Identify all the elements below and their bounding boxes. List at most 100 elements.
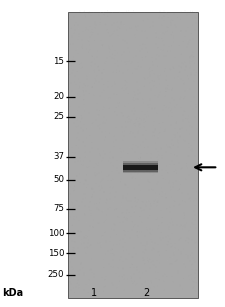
Point xyxy=(72,215,76,220)
Point xyxy=(129,148,132,153)
Point xyxy=(95,103,99,108)
Point xyxy=(106,85,110,90)
Point xyxy=(116,101,120,106)
Point xyxy=(137,156,140,161)
Point xyxy=(195,126,199,131)
Point xyxy=(88,150,91,155)
Point xyxy=(193,280,197,285)
Point xyxy=(152,247,155,252)
Point xyxy=(84,233,88,238)
Point xyxy=(145,161,149,166)
Point xyxy=(172,40,175,45)
Point xyxy=(174,178,178,183)
Point xyxy=(191,258,195,263)
Point xyxy=(83,83,87,88)
Point xyxy=(106,30,110,35)
Point xyxy=(96,115,100,120)
Point xyxy=(134,282,137,287)
Point xyxy=(168,87,171,92)
Point xyxy=(99,28,103,33)
Point xyxy=(112,174,115,179)
Point xyxy=(179,48,182,52)
Point xyxy=(184,28,188,33)
Point xyxy=(72,286,75,290)
Point xyxy=(127,252,130,257)
Point xyxy=(98,94,102,99)
Point xyxy=(74,217,78,222)
Point xyxy=(79,66,83,71)
Point xyxy=(96,69,99,74)
Point xyxy=(166,40,170,45)
Point xyxy=(191,221,195,226)
Point xyxy=(92,102,96,107)
Point xyxy=(130,116,134,121)
Point xyxy=(103,220,106,225)
Point xyxy=(129,14,133,19)
Point xyxy=(90,194,93,199)
Point xyxy=(90,140,94,145)
Point xyxy=(109,174,112,179)
Point xyxy=(104,218,108,223)
Point xyxy=(193,203,197,208)
Point xyxy=(178,195,181,200)
Point xyxy=(102,118,105,123)
Point xyxy=(195,117,198,122)
Point xyxy=(164,248,168,253)
Point xyxy=(117,215,121,220)
Point xyxy=(124,111,128,116)
Point xyxy=(178,42,182,47)
Point xyxy=(99,248,102,253)
Point xyxy=(161,38,164,43)
Point xyxy=(89,96,92,101)
Point xyxy=(68,27,71,32)
Point xyxy=(130,204,134,209)
Point xyxy=(108,248,112,253)
Point xyxy=(136,223,140,228)
Point xyxy=(191,54,195,59)
Point xyxy=(171,30,174,35)
Point xyxy=(90,85,94,90)
Point xyxy=(129,214,133,219)
Point xyxy=(186,254,190,258)
Point xyxy=(99,245,103,250)
Point xyxy=(121,164,124,169)
Point xyxy=(75,106,79,111)
Point xyxy=(146,109,149,114)
Point xyxy=(111,235,115,240)
Point xyxy=(178,127,182,132)
Point xyxy=(101,233,104,238)
Point xyxy=(163,31,166,36)
Point xyxy=(161,215,164,220)
Point xyxy=(167,57,171,62)
Point xyxy=(131,130,135,135)
Point xyxy=(78,272,81,277)
Point xyxy=(142,258,146,262)
Point xyxy=(192,79,196,84)
Point xyxy=(114,138,118,142)
Point xyxy=(116,122,120,127)
Point xyxy=(194,10,197,15)
Point xyxy=(174,111,177,116)
Point xyxy=(80,24,83,29)
Point xyxy=(181,198,184,203)
Point xyxy=(163,69,166,74)
Point xyxy=(173,152,177,157)
Point xyxy=(160,60,164,65)
Point xyxy=(92,264,96,269)
Point xyxy=(141,97,144,102)
Point xyxy=(146,198,149,203)
Point xyxy=(100,185,104,190)
Point xyxy=(178,97,182,102)
Point xyxy=(151,130,155,135)
Point xyxy=(87,39,90,44)
Point xyxy=(96,184,99,188)
Point xyxy=(193,54,197,59)
Point xyxy=(150,94,154,99)
Point xyxy=(79,229,82,234)
Point xyxy=(111,290,114,295)
Point xyxy=(105,212,108,217)
Point xyxy=(137,122,141,126)
Point xyxy=(75,199,79,204)
Point xyxy=(88,159,92,164)
Point xyxy=(169,220,172,224)
